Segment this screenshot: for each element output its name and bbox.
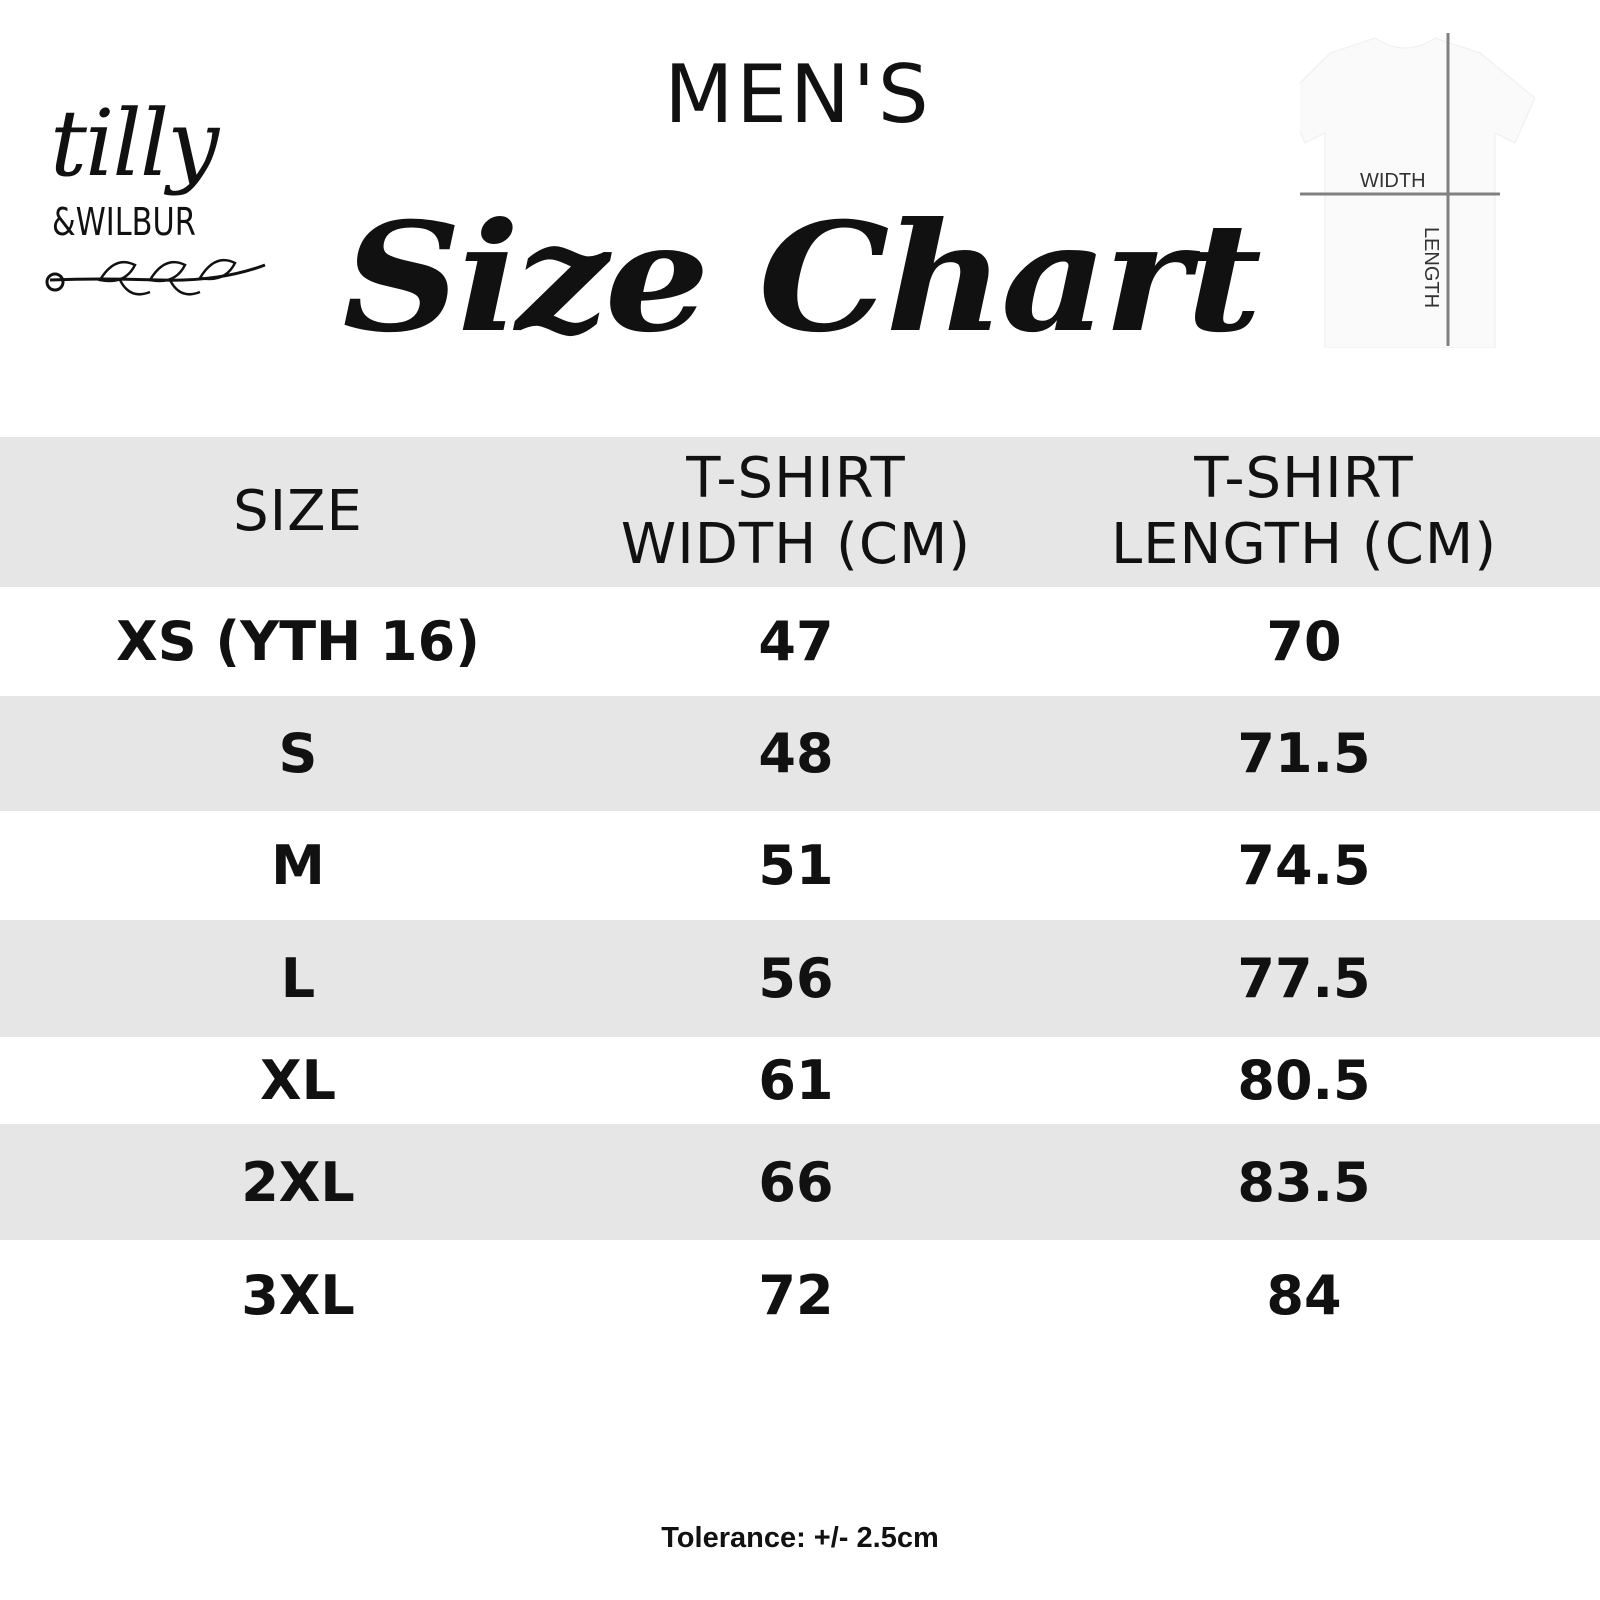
cell-length: 77.5 [1237,947,1371,1010]
page-heading: MEN'S [664,48,932,141]
table-row: XS (YTH 16) 47 70 [0,587,1600,696]
width-label: WIDTH [1360,170,1426,192]
cell-width: 66 [758,1150,834,1214]
table-row: S 48 71.5 [0,696,1600,811]
tshirt-diagram: WIDTH LENGTH [1284,28,1600,349]
logo-text-wilbur: &WILBUR [52,200,196,244]
table-row: M 51 74.5 [0,811,1600,920]
brand-logo: tilly &WILBUR [40,90,270,310]
cell-width: 61 [758,1049,834,1112]
cell-width: 48 [758,722,834,785]
table-row: L 56 77.5 [0,920,1600,1037]
logo-text-tilly: tilly [50,90,219,197]
cell-length: 83.5 [1237,1150,1371,1214]
cell-width: 51 [758,834,834,897]
length-label: LENGTH [1420,226,1443,309]
cell-width: 72 [758,1263,834,1327]
cell-size: 3XL [241,1263,355,1327]
cell-size: L [280,947,316,1010]
table-row: 2XL 66 83.5 [0,1124,1600,1240]
table-row: XL 61 80.5 [0,1037,1600,1124]
page-title: Size Chart [342,190,1262,366]
cell-size: XL [259,1049,337,1112]
cell-size: S [278,722,318,785]
header-size: SIZE [233,479,363,544]
cell-width: 56 [758,947,834,1010]
cell-length: 70 [1266,610,1342,673]
cell-size: 2XL [241,1150,355,1214]
cell-length: 74.5 [1237,834,1371,897]
cell-width: 47 [758,610,834,673]
cell-size: XS (YTH 16) [116,610,480,673]
table-header: SIZE T-SHIRT WIDTH (CM) T-SHIRT LENGTH (CM… [0,437,1600,587]
header-length: T-SHIRT LENGTH (CM) [1110,446,1498,577]
leaf-branch-icon [45,258,266,296]
tolerance-note: Tolerance: +/- 2.5cm [661,1522,939,1554]
cell-length: 80.5 [1237,1049,1371,1112]
header-width: T-SHIRT WIDTH (CM) [620,446,972,577]
tshirt-icon [1284,33,1536,349]
cell-size: M [271,834,325,897]
cell-length: 84 [1266,1263,1342,1327]
cell-length: 71.5 [1237,722,1371,785]
table-row: 3XL 72 84 [0,1240,1600,1350]
